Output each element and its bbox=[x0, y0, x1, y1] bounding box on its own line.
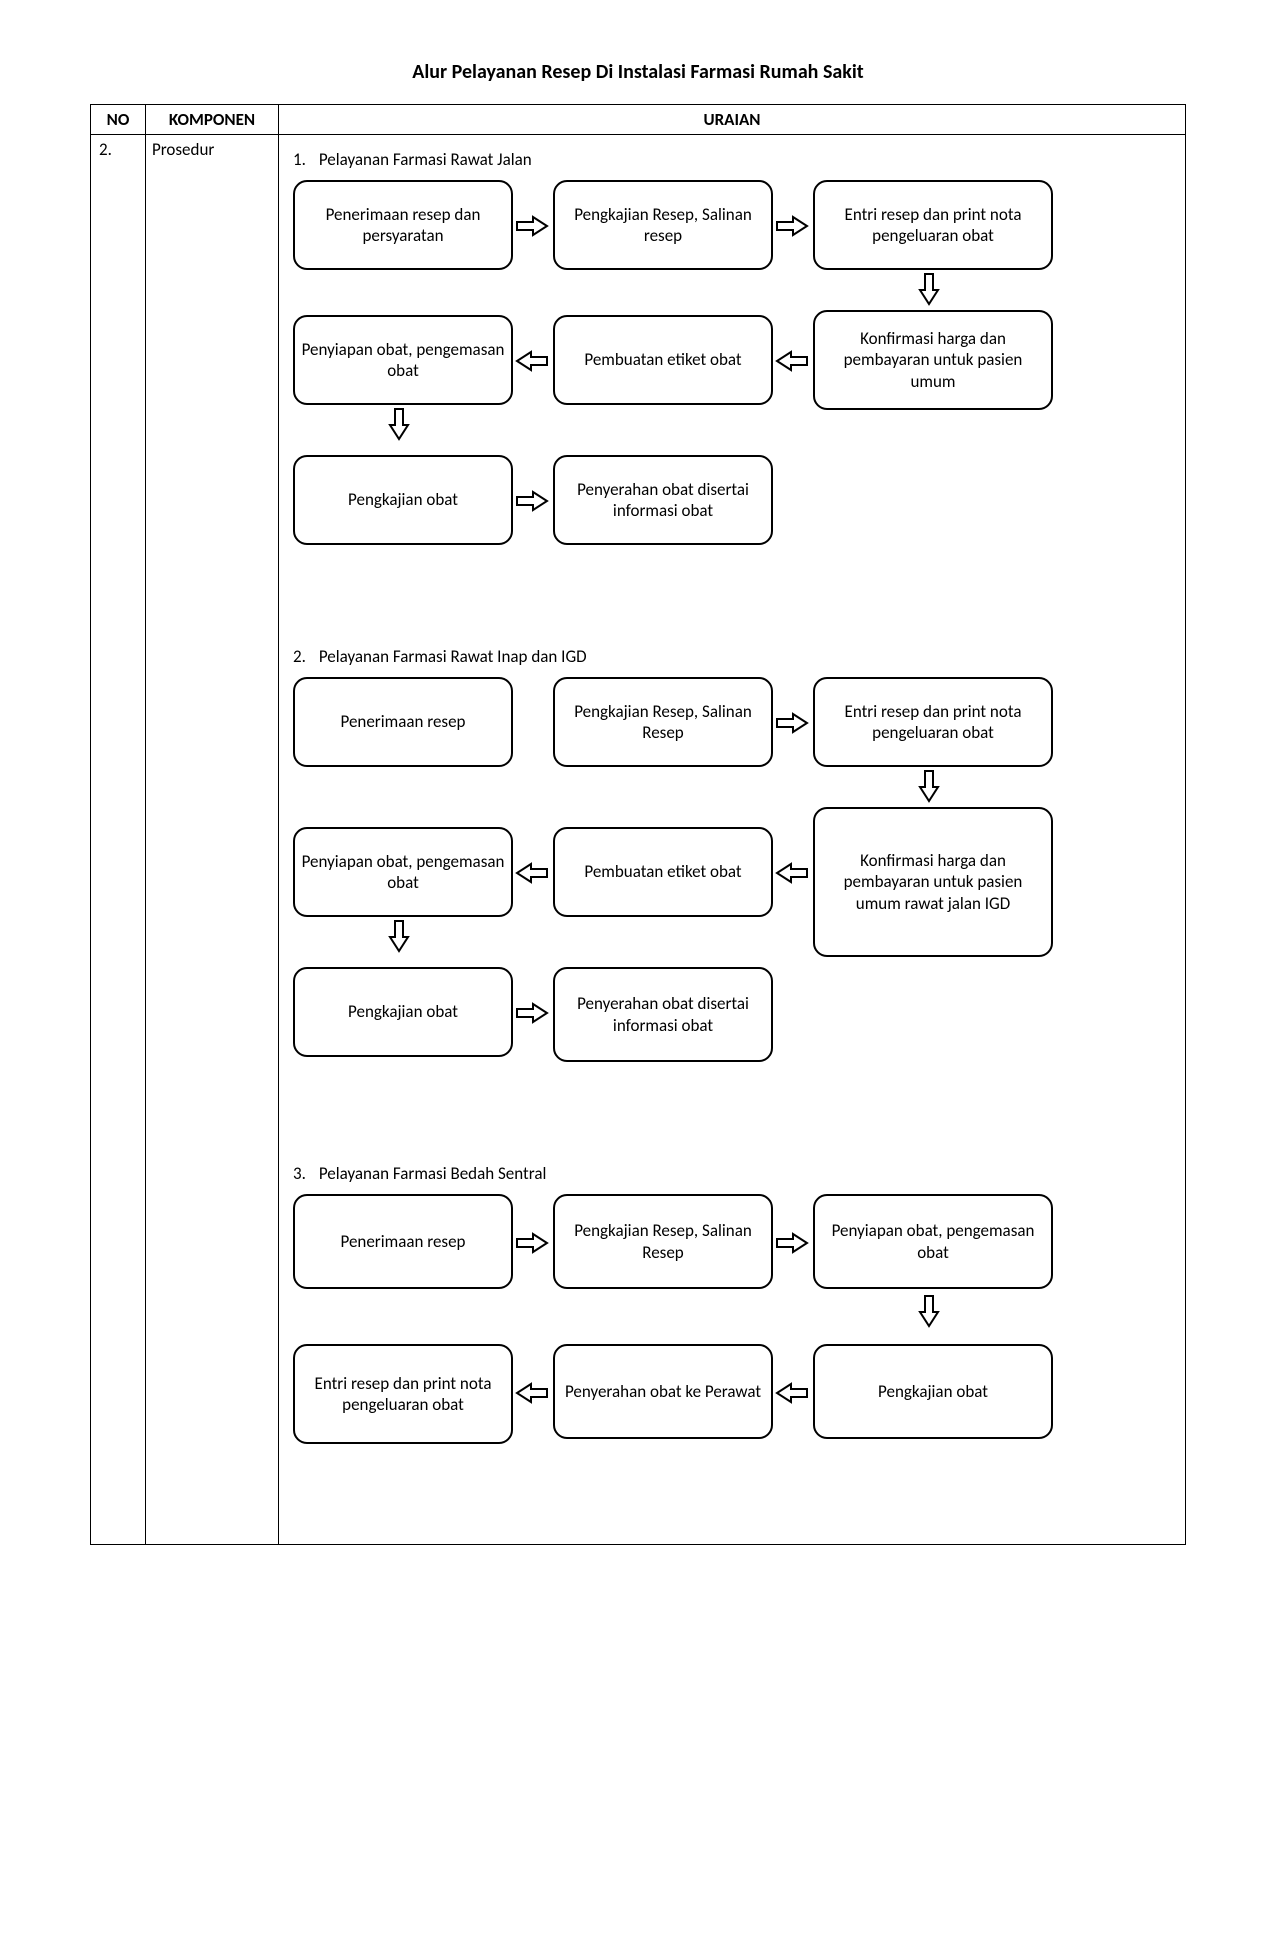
page-title: Alur Pelayanan Resep Di Instalasi Farmas… bbox=[90, 60, 1186, 84]
arrow-right-icon bbox=[515, 215, 549, 237]
flow-node: Pembuatan etiket obat bbox=[553, 827, 773, 917]
flow-node: Pengkajian obat bbox=[813, 1344, 1053, 1439]
flow-node: Entri resep dan print nota pengeluaran o… bbox=[293, 1344, 513, 1444]
flow-node: Penyiapan obat, pengemasan obat bbox=[293, 315, 513, 405]
cell-no: 2. bbox=[91, 135, 146, 1545]
section-label: 2. Pelayanan Farmasi Rawat Inap dan IGD bbox=[293, 646, 1171, 667]
header-komponen: KOMPONEN bbox=[146, 105, 279, 135]
header-uraian: URAIAN bbox=[279, 105, 1186, 135]
flow-node: Penyerahan obat disertai informasi obat bbox=[553, 455, 773, 545]
arrow-right-icon bbox=[775, 712, 809, 734]
flow-area: Penerimaan resep Pengkajian Resep, Salina… bbox=[293, 677, 1171, 1107]
arrow-down-icon bbox=[918, 769, 940, 803]
flow-node: Pembuatan etiket obat bbox=[553, 315, 773, 405]
flow-node: Penerimaan resep bbox=[293, 677, 513, 767]
flow-node: Konfirmasi harga dan pembayaran untuk pa… bbox=[813, 310, 1053, 410]
header-no: NO bbox=[91, 105, 146, 135]
section-label: 1. Pelayanan Farmasi Rawat Jalan bbox=[293, 149, 1171, 170]
flow-node: Penyiapan obat, pengemasan obat bbox=[293, 827, 513, 917]
arrow-left-icon bbox=[515, 350, 549, 372]
flow-node: Pengkajian Resep, Salinan Resep bbox=[553, 677, 773, 767]
cell-komponen: Prosedur bbox=[146, 135, 279, 1545]
arrow-left-icon bbox=[515, 1382, 549, 1404]
arrow-left-icon bbox=[775, 862, 809, 884]
flow-node: Pengkajian Resep, Salinan Resep bbox=[553, 1194, 773, 1289]
flow-area: Penerimaan resep Pengkajian Resep, Salina… bbox=[293, 1194, 1171, 1504]
arrow-right-icon bbox=[775, 1232, 809, 1254]
arrow-right-icon bbox=[515, 490, 549, 512]
arrow-down-icon bbox=[388, 407, 410, 441]
section-label: 3. Pelayanan Farmasi Bedah Sentral bbox=[293, 1163, 1171, 1184]
arrow-left-icon bbox=[775, 350, 809, 372]
flow-node: Entri resep dan print nota pengeluaran o… bbox=[813, 677, 1053, 767]
arrow-right-icon bbox=[515, 1232, 549, 1254]
flow-area: Penerimaan resep dan persyaratan Pengkaji… bbox=[293, 180, 1171, 590]
flow-node: Entri resep dan print nota pengeluaran o… bbox=[813, 180, 1053, 270]
flow-node: Pengkajian obat bbox=[293, 455, 513, 545]
flow-node: Penerimaan resep dan persyaratan bbox=[293, 180, 513, 270]
arrow-left-icon bbox=[775, 1382, 809, 1404]
arrow-down-icon bbox=[918, 1294, 940, 1328]
arrow-down-icon bbox=[918, 272, 940, 306]
flow-node: Pengkajian obat bbox=[293, 967, 513, 1057]
flow-node: Penyerahan obat ke Perawat bbox=[553, 1344, 773, 1439]
arrow-right-icon bbox=[775, 215, 809, 237]
flow-node: Konfirmasi harga dan pembayaran untuk pa… bbox=[813, 807, 1053, 957]
flow-node: Penyiapan obat, pengemasan obat bbox=[813, 1194, 1053, 1289]
cell-uraian: 1. Pelayanan Farmasi Rawat Jalan Penerima… bbox=[279, 135, 1186, 1545]
arrow-left-icon bbox=[515, 862, 549, 884]
arrow-down-icon bbox=[388, 919, 410, 953]
main-table: NO KOMPONEN URAIAN 2. Prosedur 1. Pelaya… bbox=[90, 104, 1186, 1545]
arrow-right-icon bbox=[515, 1002, 549, 1024]
flow-node: Penyerahan obat disertai informasi obat bbox=[553, 967, 773, 1062]
flow-node: Pengkajian Resep, Salinan resep bbox=[553, 180, 773, 270]
flow-node: Penerimaan resep bbox=[293, 1194, 513, 1289]
